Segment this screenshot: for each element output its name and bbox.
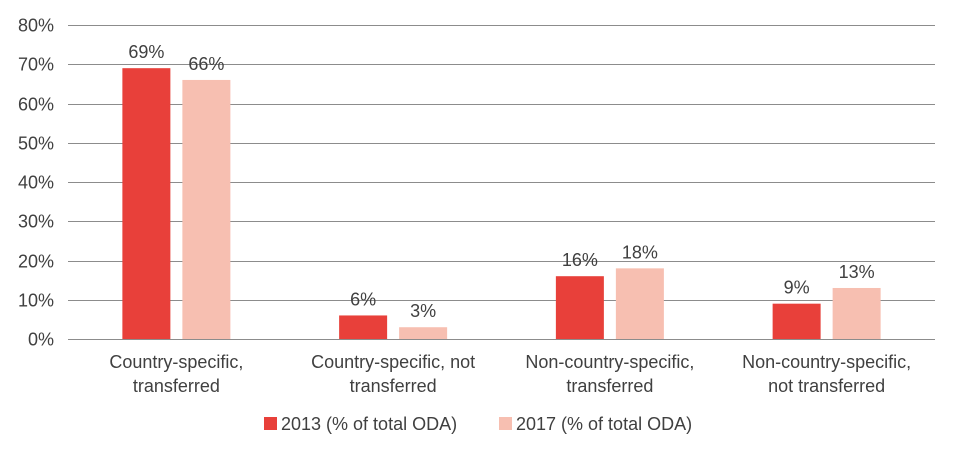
y-tick-label: 40%	[18, 173, 54, 193]
legend-swatch	[264, 417, 277, 430]
data-label: 16%	[562, 250, 598, 270]
bar-series-2-3	[615, 268, 664, 339]
legend-label: 2013 (% of total ODA)	[281, 414, 457, 434]
data-label: 3%	[410, 301, 436, 321]
bar-series-1-3	[555, 276, 604, 339]
bar-series-2-4	[832, 287, 881, 339]
data-label: 13%	[839, 262, 875, 282]
category-label: transferred	[133, 376, 220, 396]
category-label: Non-country-specific,	[742, 352, 911, 372]
y-tick-label: 10%	[18, 291, 54, 311]
data-label: 9%	[784, 278, 810, 298]
category-label: Non-country-specific,	[525, 352, 694, 372]
category-label: not transferred	[768, 376, 885, 396]
bar-series-2-1	[182, 79, 231, 339]
data-label: 6%	[350, 289, 376, 309]
bar-series-1-2	[339, 315, 388, 339]
data-label: 69%	[128, 42, 164, 62]
data-label: 18%	[622, 242, 658, 262]
category-label: Country-specific, not	[311, 352, 475, 372]
category-label: transferred	[566, 376, 653, 396]
y-tick-label: 0%	[28, 330, 54, 350]
bar-series-1-4	[772, 303, 821, 339]
y-tick-label: 20%	[18, 252, 54, 272]
y-tick-label: 30%	[18, 212, 54, 232]
bar-series-2-2	[399, 327, 448, 339]
bar-series-1-1	[122, 68, 171, 340]
category-label: transferred	[350, 376, 437, 396]
legend-label: 2017 (% of total ODA)	[516, 414, 692, 434]
legend-swatch	[499, 417, 512, 430]
y-tick-label: 80%	[18, 16, 54, 36]
category-label: Country-specific,	[109, 352, 243, 372]
y-tick-label: 60%	[18, 95, 54, 115]
y-tick-label: 70%	[18, 55, 54, 75]
y-tick-label: 50%	[18, 134, 54, 154]
data-label: 66%	[188, 54, 224, 74]
